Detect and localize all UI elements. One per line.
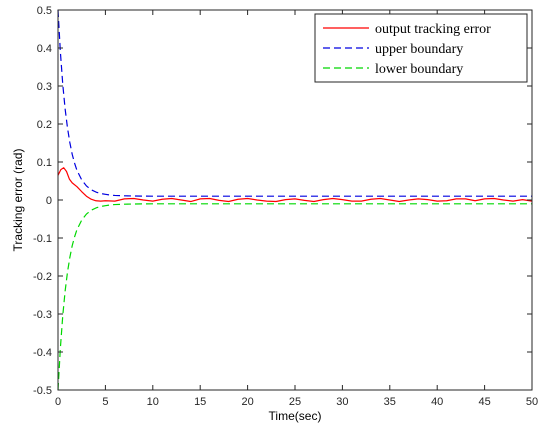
y-tick-label: 0.2 bbox=[37, 119, 52, 131]
x-tick-label: 0 bbox=[55, 396, 61, 408]
x-tick-label: 30 bbox=[336, 396, 348, 408]
x-axis-label: Time(sec) bbox=[269, 409, 322, 423]
y-tick-label: 0.5 bbox=[37, 5, 52, 17]
y-tick-label: 0 bbox=[46, 195, 52, 207]
legend-label-output-tracking-error: output tracking error bbox=[375, 22, 491, 37]
y-tick-label: -0.5 bbox=[33, 385, 52, 397]
x-tick-label: 50 bbox=[526, 396, 538, 408]
legend-label-upper-boundary: upper boundary bbox=[375, 42, 463, 57]
y-tick-label: 0.3 bbox=[37, 81, 52, 93]
legend: output tracking error upper boundary lower… bbox=[314, 13, 528, 83]
series-layer bbox=[57, 9, 533, 391]
legend-label-lower-boundary: lower boundary bbox=[375, 62, 463, 77]
x-tick-label: 5 bbox=[102, 396, 108, 408]
series-line-lower-boundary bbox=[57, 203, 532, 391]
series-line-upper-boundary bbox=[57, 9, 532, 197]
y-axis-label: Tracking error (rad) bbox=[11, 149, 25, 252]
y-tick-label: 0.4 bbox=[37, 43, 52, 55]
series-line-output-tracking-error bbox=[57, 167, 533, 203]
x-tick-label: 20 bbox=[241, 396, 253, 408]
ticks-layer: 0 5 10 15 20 25 30 35 40 45 50 -0.5 -0.4 -0.3 -0.2 -0.1… bbox=[33, 5, 538, 408]
x-tick-label: 35 bbox=[384, 396, 396, 408]
y-tick-label: -0.1 bbox=[33, 233, 52, 245]
x-tick-label: 25 bbox=[289, 396, 301, 408]
x-tick-label: 10 bbox=[147, 396, 159, 408]
y-tick-label: 0.1 bbox=[37, 157, 52, 169]
y-tick-label: -0.4 bbox=[33, 347, 52, 359]
y-tick-label: -0.2 bbox=[33, 271, 52, 283]
y-tick-label: -0.3 bbox=[33, 309, 52, 321]
x-tick-label: 15 bbox=[194, 396, 206, 408]
x-tick-label: 45 bbox=[478, 396, 490, 408]
x-tick-label: 40 bbox=[431, 396, 443, 408]
